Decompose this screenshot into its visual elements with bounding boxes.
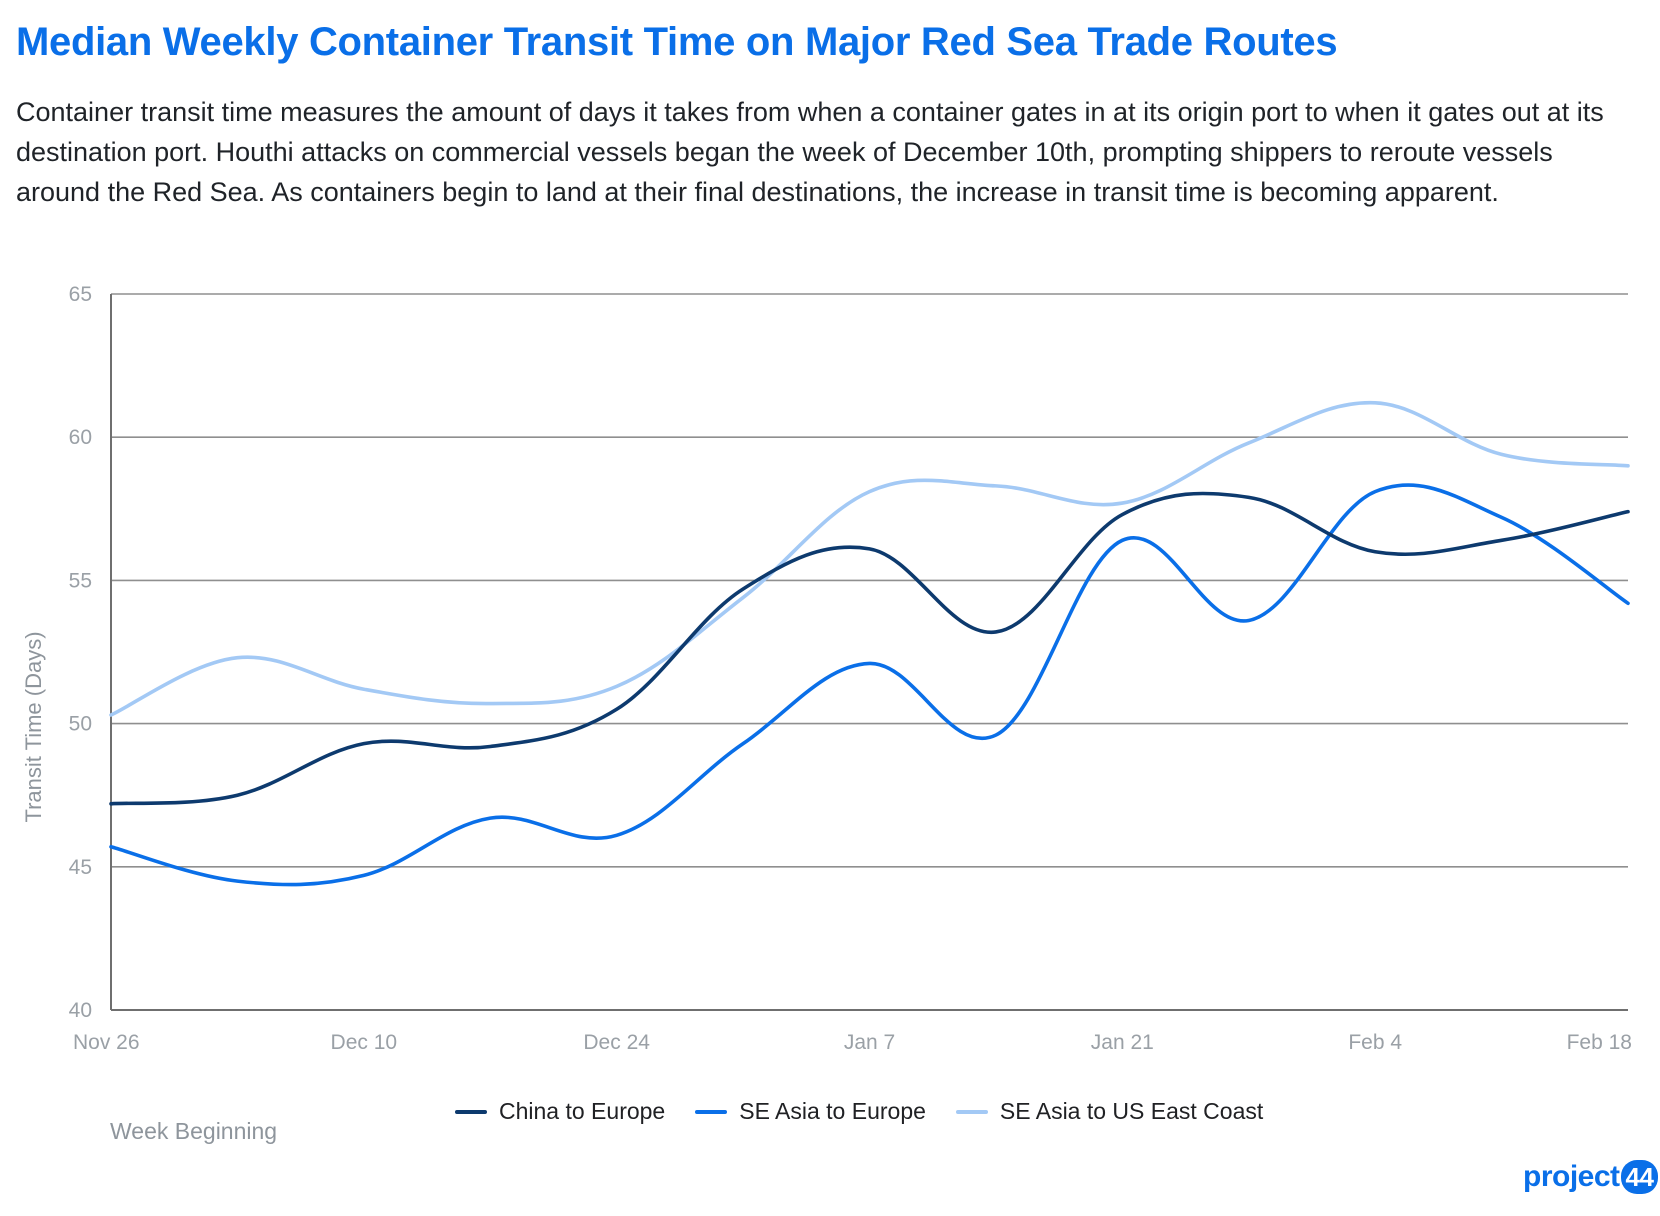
legend-item: China to Europe <box>455 1098 665 1125</box>
y-axis-title: Transit Time (Days) <box>21 631 46 822</box>
series-line-china-to-europe <box>109 491 1630 806</box>
y-tick-label: 50 <box>69 713 92 736</box>
legend-label: China to Europe <box>499 1098 666 1124</box>
x-tick-label: Jan 7 <box>844 1031 895 1054</box>
x-tick-label: Dec 24 <box>583 1031 650 1054</box>
grid-lines <box>110 293 1628 1011</box>
x-tick-label: Feb 4 <box>1348 1031 1402 1054</box>
y-tick-label: 65 <box>69 283 92 306</box>
y-tick-label: 45 <box>69 856 92 879</box>
y-tick-label: 60 <box>69 426 92 449</box>
legend-swatch <box>955 1109 988 1114</box>
x-tick-label: Jan 21 <box>1091 1031 1154 1054</box>
project44-logo: project 44 <box>1523 1160 1659 1194</box>
legend-item: SE Asia to US East Coast <box>955 1098 1264 1125</box>
legend-label: SE Asia to US East Coast <box>999 1098 1264 1124</box>
chart-subtitle: Container transit time measures the amou… <box>16 97 1604 207</box>
x-tick-label: Feb 18 <box>1567 1031 1632 1054</box>
chart-legend: China to Europe SE Asia to Europe SE Asia … <box>455 1098 1263 1125</box>
y-tick-label: 55 <box>69 569 92 592</box>
y-tick-label: 40 <box>69 999 92 1022</box>
x-axis-title: Week Beginning <box>110 1118 278 1144</box>
chart-title: Median Weekly Container Transit Time on … <box>16 20 1338 64</box>
series-lines <box>109 401 1630 887</box>
x-tick-label: Nov 26 <box>73 1031 140 1054</box>
series-line-se-asia-to-us-east-coast <box>109 401 1630 717</box>
series-line-se-asia-to-europe <box>109 483 1630 887</box>
legend-item: SE Asia to Europe <box>695 1098 926 1125</box>
legend-swatch <box>455 1109 487 1114</box>
legend-label: SE Asia to Europe <box>739 1098 926 1124</box>
x-tick-label: Dec 10 <box>331 1031 398 1054</box>
axis-ticks: 40 45 50 55 60 65 Nov 26 Dec 10 Dec 24 Jan 7 Jan 2… <box>69 283 1632 1054</box>
logo-badge: 44 <box>1620 1160 1659 1194</box>
logo-text: project <box>1523 1160 1620 1193</box>
legend-swatch <box>695 1109 728 1114</box>
